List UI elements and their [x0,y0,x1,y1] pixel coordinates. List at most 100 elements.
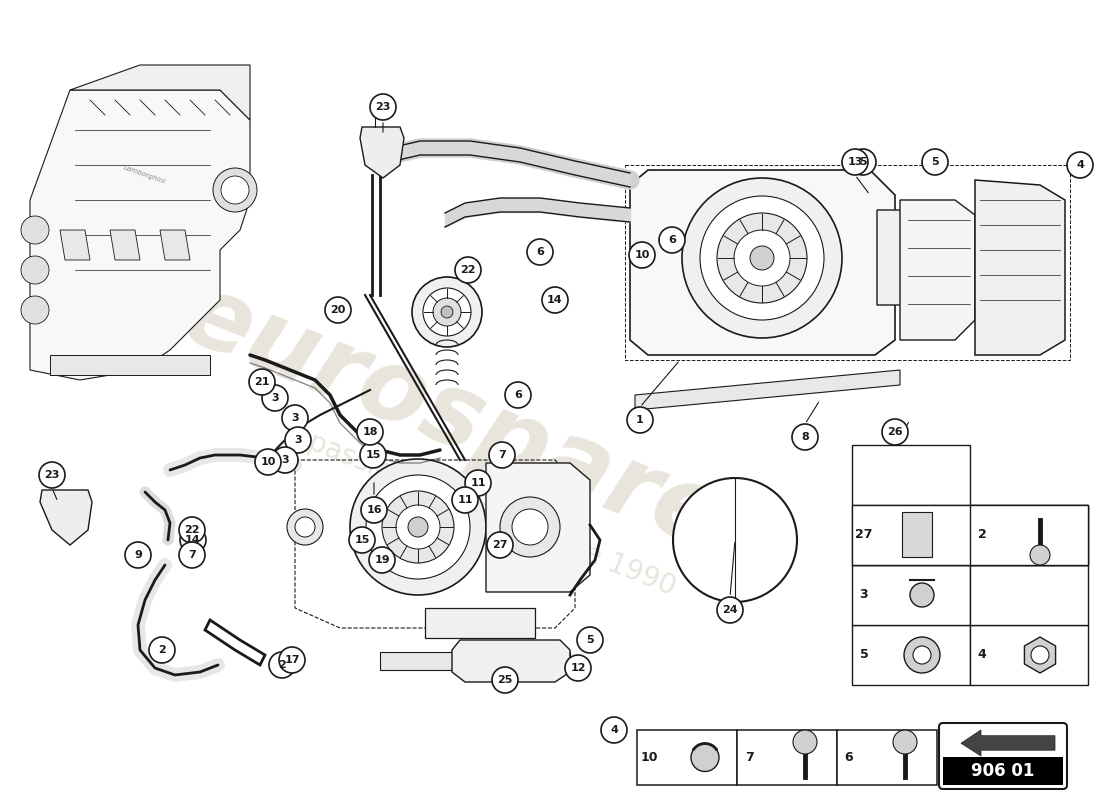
Polygon shape [975,180,1065,355]
Text: 7: 7 [745,751,754,764]
Polygon shape [160,230,190,260]
Circle shape [366,475,470,579]
Circle shape [492,667,518,693]
Text: 22: 22 [460,265,475,275]
Circle shape [793,730,817,754]
Text: 20: 20 [330,305,345,315]
Polygon shape [60,230,90,260]
Polygon shape [961,730,1055,756]
Circle shape [659,227,685,253]
Bar [852,565,970,625]
Text: 10: 10 [640,751,658,764]
FancyBboxPatch shape [939,723,1067,789]
Polygon shape [635,370,900,410]
Text: 7: 7 [188,550,196,560]
Circle shape [455,257,481,283]
Text: 3: 3 [272,393,278,403]
Text: 17: 17 [284,655,299,665]
Text: 15: 15 [365,450,381,460]
Circle shape [505,382,531,408]
Circle shape [487,532,513,558]
Text: 14: 14 [185,535,201,545]
Text: 13: 13 [847,157,862,167]
Text: 24: 24 [723,605,738,615]
Circle shape [396,505,440,549]
Circle shape [179,542,205,568]
Text: 10: 10 [261,457,276,467]
Bar [637,730,737,785]
Circle shape [433,298,461,326]
Circle shape [500,497,560,557]
Bar [970,505,1088,565]
Circle shape [424,288,471,336]
Circle shape [382,491,454,563]
Bar [852,625,970,685]
Circle shape [39,462,65,488]
Polygon shape [900,200,975,340]
Bar [970,565,1088,625]
Text: 16: 16 [366,505,382,515]
Circle shape [850,149,876,175]
Text: eurospares: eurospares [168,266,791,594]
Circle shape [717,213,807,303]
Text: 6: 6 [536,247,543,257]
Circle shape [512,509,548,545]
Circle shape [700,196,824,320]
Polygon shape [486,463,590,592]
Text: 23: 23 [375,102,390,112]
Text: 23: 23 [44,470,59,480]
Bar [837,730,937,785]
Circle shape [490,442,515,468]
Circle shape [125,542,151,568]
Circle shape [272,447,298,473]
Bar [970,505,1088,565]
Text: Lamborghini: Lamborghini [123,165,167,186]
Circle shape [578,627,603,653]
Text: 27: 27 [493,540,508,550]
Text: 2: 2 [278,660,286,670]
Bar [737,730,837,785]
Polygon shape [877,210,912,305]
Text: 5: 5 [932,157,938,167]
Bar [852,505,970,565]
Text: 906 01: 906 01 [971,762,1035,780]
Circle shape [750,246,774,270]
Circle shape [682,178,842,338]
Text: 19: 19 [374,555,389,565]
Polygon shape [630,170,895,355]
Text: 14: 14 [547,295,563,305]
Text: 6: 6 [845,751,854,764]
Text: 26: 26 [888,427,903,437]
Circle shape [349,527,375,553]
Text: 18: 18 [362,427,377,437]
Circle shape [324,297,351,323]
Text: 12: 12 [570,663,585,673]
Polygon shape [1024,637,1056,673]
Circle shape [792,424,818,450]
Circle shape [542,287,568,313]
Circle shape [893,730,917,754]
Circle shape [673,478,797,602]
Circle shape [370,94,396,120]
Text: 3: 3 [294,435,301,445]
Circle shape [629,242,654,268]
Text: 25: 25 [497,675,513,685]
Bar [902,512,932,557]
Circle shape [465,470,491,496]
Circle shape [255,449,280,475]
Circle shape [350,459,486,595]
Circle shape [527,239,553,265]
Text: 9: 9 [134,550,142,560]
Text: 3: 3 [282,455,289,465]
Text: 15: 15 [354,535,370,545]
Circle shape [180,527,206,553]
Text: 7: 7 [498,450,506,460]
Text: 10: 10 [635,250,650,260]
Text: 11: 11 [471,478,486,488]
Bar [50,355,210,375]
Bar [852,505,1088,565]
Circle shape [601,717,627,743]
Text: 8: 8 [801,432,808,442]
Circle shape [295,517,315,537]
Circle shape [913,646,931,664]
